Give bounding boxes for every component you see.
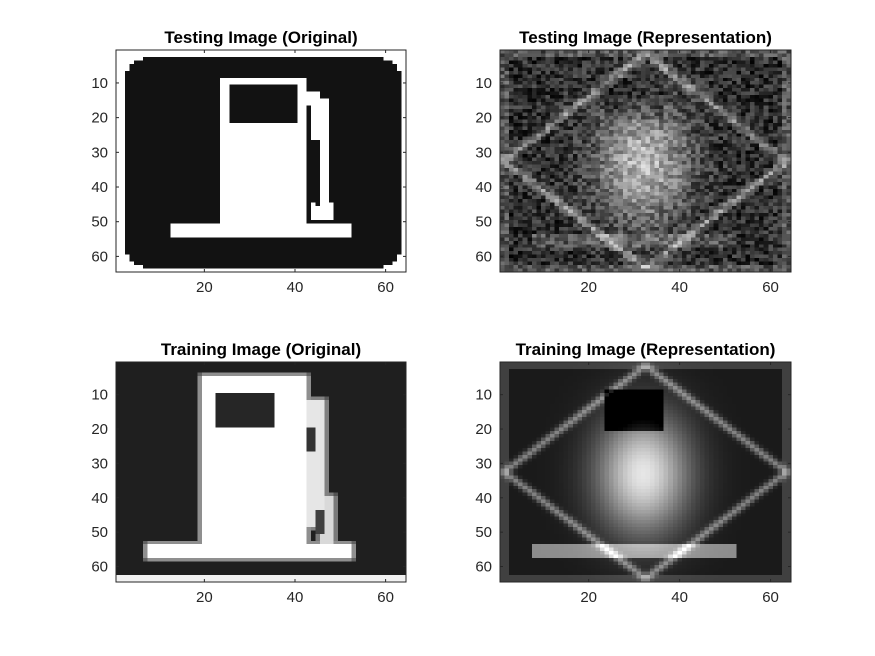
y-tick-label: 20: [91, 421, 108, 438]
x-tick-label: 40: [287, 279, 304, 296]
subplot-4: Training Image (Representation) 20 40 60 10 2…: [475, 340, 792, 606]
subplot-1: Testing Image (Original) 20 40 60 10 20 30 40 50…: [91, 28, 407, 296]
axes-box: [499, 49, 792, 273]
subplot-2: Testing Image (Representation) 20 40 60 10 20…: [475, 28, 792, 296]
x-tick-label: 20: [196, 589, 213, 606]
y-tick-label: 10: [91, 387, 108, 404]
y-tick-label: 60: [475, 248, 492, 265]
image-pixels: [116, 362, 406, 582]
y-tick-label: 30: [475, 144, 492, 161]
y-tick-label: 20: [475, 110, 492, 127]
x-tick-label: 60: [377, 279, 394, 296]
x-tick-label: 40: [671, 279, 688, 296]
y-tick-label: 30: [91, 455, 108, 472]
x-tick-label: 60: [377, 589, 394, 606]
axes-box: [115, 361, 407, 583]
image-pixels: [116, 50, 406, 272]
axes-box: [115, 49, 407, 273]
x-tick-label: 60: [762, 589, 779, 606]
y-tick-label: 50: [475, 524, 492, 541]
y-tick-label: 10: [91, 75, 108, 92]
subplot-title: Testing Image (Original): [164, 28, 357, 47]
x-tick-label: 20: [580, 589, 597, 606]
y-tick-label: 30: [91, 144, 108, 161]
x-tick-label: 40: [287, 589, 304, 606]
subplot-title: Training Image (Representation): [516, 340, 776, 359]
y-tick-label: 40: [91, 179, 108, 196]
image-pixels: [500, 362, 791, 582]
x-tick-label: 60: [762, 279, 779, 296]
axes-box: [499, 361, 792, 583]
x-tick-label: 20: [196, 279, 213, 296]
y-tick-label: 60: [91, 248, 108, 265]
subplot-3: Training Image (Original) 20 40 60 10 20 30 40 5…: [91, 340, 407, 606]
subplot-title: Training Image (Original): [161, 340, 361, 359]
y-tick-label: 50: [91, 214, 108, 231]
image-pixels: [500, 50, 791, 272]
y-tick-label: 60: [475, 559, 492, 576]
y-tick-label: 10: [475, 387, 492, 404]
y-tick-label: 40: [91, 490, 108, 507]
y-tick-label: 40: [475, 179, 492, 196]
x-tick-label: 20: [580, 279, 597, 296]
y-tick-label: 30: [475, 455, 492, 472]
y-tick-label: 60: [91, 559, 108, 576]
y-tick-label: 50: [475, 214, 492, 231]
y-tick-label: 50: [91, 524, 108, 541]
y-tick-label: 40: [475, 490, 492, 507]
y-tick-label: 20: [475, 421, 492, 438]
y-tick-label: 10: [475, 75, 492, 92]
x-tick-label: 40: [671, 589, 688, 606]
subplot-title: Testing Image (Representation): [519, 28, 772, 47]
y-tick-label: 20: [91, 110, 108, 127]
